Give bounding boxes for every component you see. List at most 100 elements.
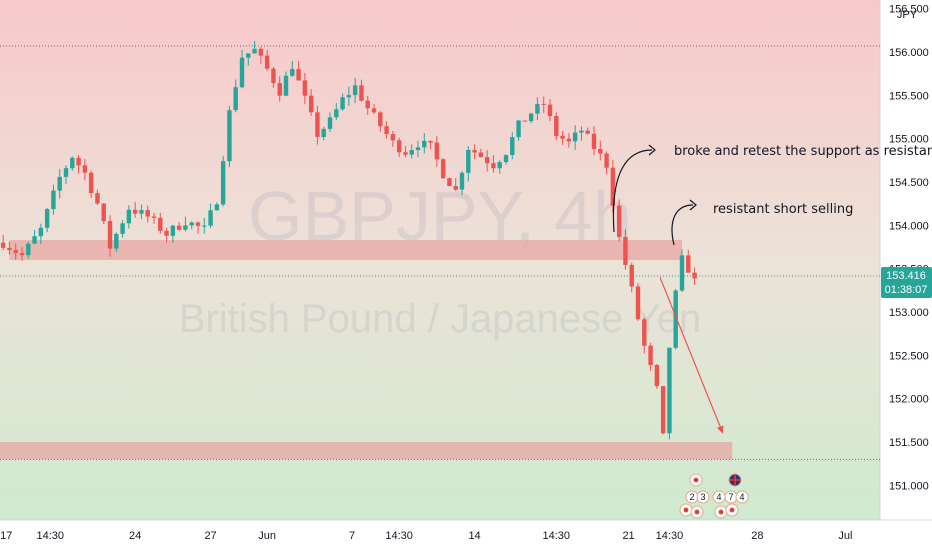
y-tick-label: 152.000 — [889, 394, 929, 406]
candle-body — [503, 155, 509, 163]
candle-body — [359, 85, 364, 101]
time-axis[interactable]: 17 14:30 24 27 Jun 7 14:30 14 14:30 21 14:30 28 Jul — [0, 530, 852, 542]
candle-body — [491, 163, 496, 169]
candle-body — [277, 83, 282, 96]
x-tick-label: 14:30 — [385, 530, 413, 542]
price-axis[interactable]: 156.500 156.000 155.500 155.000 154.500 154.0… — [889, 4, 929, 493]
current-price: 153.416 — [886, 270, 926, 282]
arrow-head — [689, 199, 697, 211]
candle-body — [497, 162, 502, 169]
candle-body — [428, 140, 433, 143]
candle-body — [572, 132, 578, 142]
y-tick-label: 151.000 — [889, 480, 929, 492]
candle-body — [38, 227, 44, 237]
annotation-short-text: resistant short selling — [713, 202, 853, 217]
candle-body — [516, 120, 521, 138]
candle-body — [591, 133, 597, 149]
jpy-flag-dot — [693, 477, 699, 483]
candle-body — [189, 222, 194, 226]
candle-body — [44, 209, 50, 228]
candle-body — [139, 210, 144, 214]
candle-body — [667, 347, 672, 434]
candle-body — [610, 167, 616, 206]
candle-body — [151, 216, 157, 218]
candle-body — [472, 150, 477, 153]
candle-body — [321, 128, 326, 137]
candle-body — [378, 112, 383, 127]
candle-body — [308, 95, 314, 113]
support-resistance-zones — [0, 240, 733, 460]
candle-body — [528, 113, 534, 122]
jpy-flag-dot — [683, 507, 689, 513]
price-zone — [0, 442, 733, 460]
candle-body — [453, 186, 458, 190]
candle-body — [271, 68, 276, 84]
candle-body — [51, 190, 56, 210]
candle-body — [692, 272, 697, 279]
candle-body — [554, 116, 559, 136]
event-bubble[interactable] — [696, 490, 710, 504]
candle-body — [422, 140, 427, 148]
annotation-breakout-text: broke and retest the support as resistan… — [674, 144, 932, 159]
candle-body — [32, 236, 37, 244]
candle-body — [101, 203, 106, 222]
candle-body — [302, 80, 308, 96]
candle-body — [158, 217, 163, 231]
candle-body — [120, 223, 125, 234]
candle-body — [403, 152, 408, 155]
y-tick-label: 152.500 — [889, 350, 929, 362]
time-axis-background — [0, 520, 932, 550]
projection-line — [659, 277, 724, 434]
candle-body — [522, 120, 528, 122]
candle-body — [170, 225, 176, 236]
currency-label: JPY — [897, 9, 918, 21]
y-tick-label: 156.500 — [889, 4, 929, 16]
candle-body — [107, 221, 113, 249]
event-count: 4 — [716, 492, 721, 502]
candle-body — [390, 134, 396, 141]
candle-body — [365, 100, 370, 109]
arrow-head — [648, 144, 656, 156]
candle-body — [642, 319, 647, 346]
current-price-tag: 153.416 01:38:07 — [881, 266, 932, 298]
candle-body — [560, 135, 565, 139]
event-bubble[interactable] — [735, 490, 749, 504]
event-count: 4 — [739, 492, 744, 502]
candle-body — [409, 150, 414, 155]
candle-body — [176, 225, 182, 230]
candle-body — [290, 69, 295, 76]
candle-body — [654, 364, 660, 387]
candle-body — [466, 150, 471, 173]
candle-body — [132, 209, 138, 214]
candle-body — [183, 225, 188, 230]
candle-body — [434, 142, 440, 160]
candle-body — [660, 386, 666, 434]
candle-body — [384, 126, 389, 135]
name-watermark: British Pound / Japanese Yen — [179, 297, 702, 341]
price-axis-background — [880, 0, 932, 520]
candle-body — [396, 140, 402, 153]
candlesticks — [0, 40, 697, 440]
candle-body — [220, 161, 226, 205]
candle-body — [283, 75, 289, 96]
economic-events: 2 3 4 7 4 — [679, 473, 749, 519]
projection-arrowhead — [716, 425, 724, 434]
candle-body — [352, 85, 358, 96]
candle-body — [126, 209, 132, 224]
candle-body — [63, 168, 69, 177]
candle-body — [547, 104, 553, 117]
candle-body — [315, 112, 320, 137]
candle-body — [340, 97, 345, 110]
candle-body — [208, 210, 213, 226]
candle-body — [202, 225, 207, 227]
candle-body — [673, 290, 678, 348]
candle-body — [327, 117, 333, 129]
candle-body — [623, 236, 628, 265]
candle-body — [598, 148, 603, 154]
candle-body — [0, 242, 6, 248]
candle-body — [76, 157, 81, 166]
candle-body — [164, 230, 169, 236]
y-tick-label: 154.500 — [889, 177, 929, 189]
